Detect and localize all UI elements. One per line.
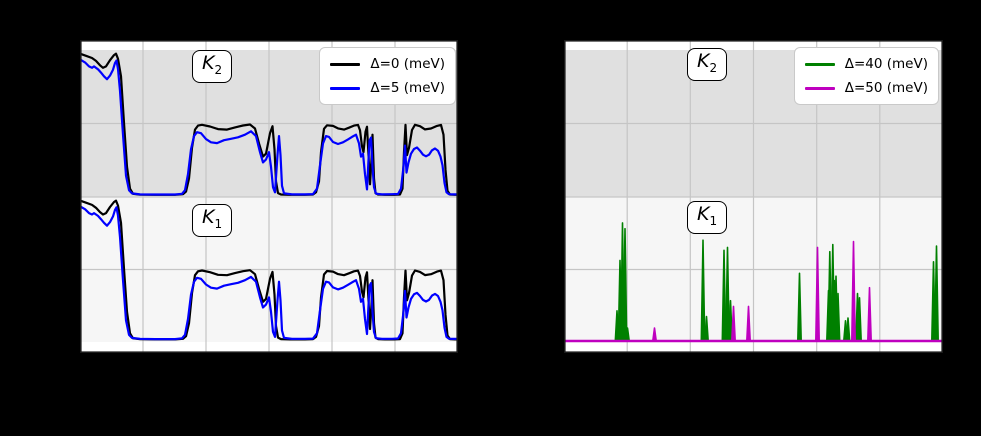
panel-left: K2 K1 Δ=0 (meV) Δ=5 (meV): [80, 40, 458, 353]
legend-line-sample: [804, 86, 835, 90]
legend-entry: Δ=40 (meV): [804, 56, 928, 72]
legend-label: Δ=5 (meV): [370, 80, 445, 96]
left-k2-label: K2: [192, 50, 233, 83]
legend-entry: Δ=5 (meV): [330, 80, 445, 96]
k-label-sub: 1: [214, 216, 223, 231]
legend-line-sample: [330, 62, 361, 66]
panel-right: K2 K1 Δ=40 (meV) Δ=50 (meV): [564, 40, 943, 353]
legend-line-sample: [330, 86, 361, 90]
legend-line-sample: [804, 62, 835, 66]
legend-entry: Δ=0 (meV): [330, 56, 445, 72]
k-label-sub: 2: [214, 62, 223, 77]
k-label-sub: 1: [709, 213, 718, 228]
legend-label: Δ=0 (meV): [370, 56, 445, 72]
right-legend: Δ=40 (meV) Δ=50 (meV): [793, 47, 939, 105]
left-k1-label: K1: [192, 204, 233, 237]
left-legend: Δ=0 (meV) Δ=5 (meV): [319, 47, 456, 105]
right-k2-label: K2: [687, 48, 728, 81]
k-label-base: K: [697, 50, 710, 72]
right-k1-label: K1: [687, 201, 728, 234]
legend-label: Δ=40 (meV): [844, 56, 928, 72]
legend-entry: Δ=50 (meV): [804, 80, 928, 96]
legend-label: Δ=50 (meV): [844, 80, 928, 96]
k-label-base: K: [202, 206, 215, 228]
k-label-base: K: [697, 203, 710, 225]
k-label-sub: 2: [709, 60, 718, 75]
k-label-base: K: [202, 52, 215, 74]
